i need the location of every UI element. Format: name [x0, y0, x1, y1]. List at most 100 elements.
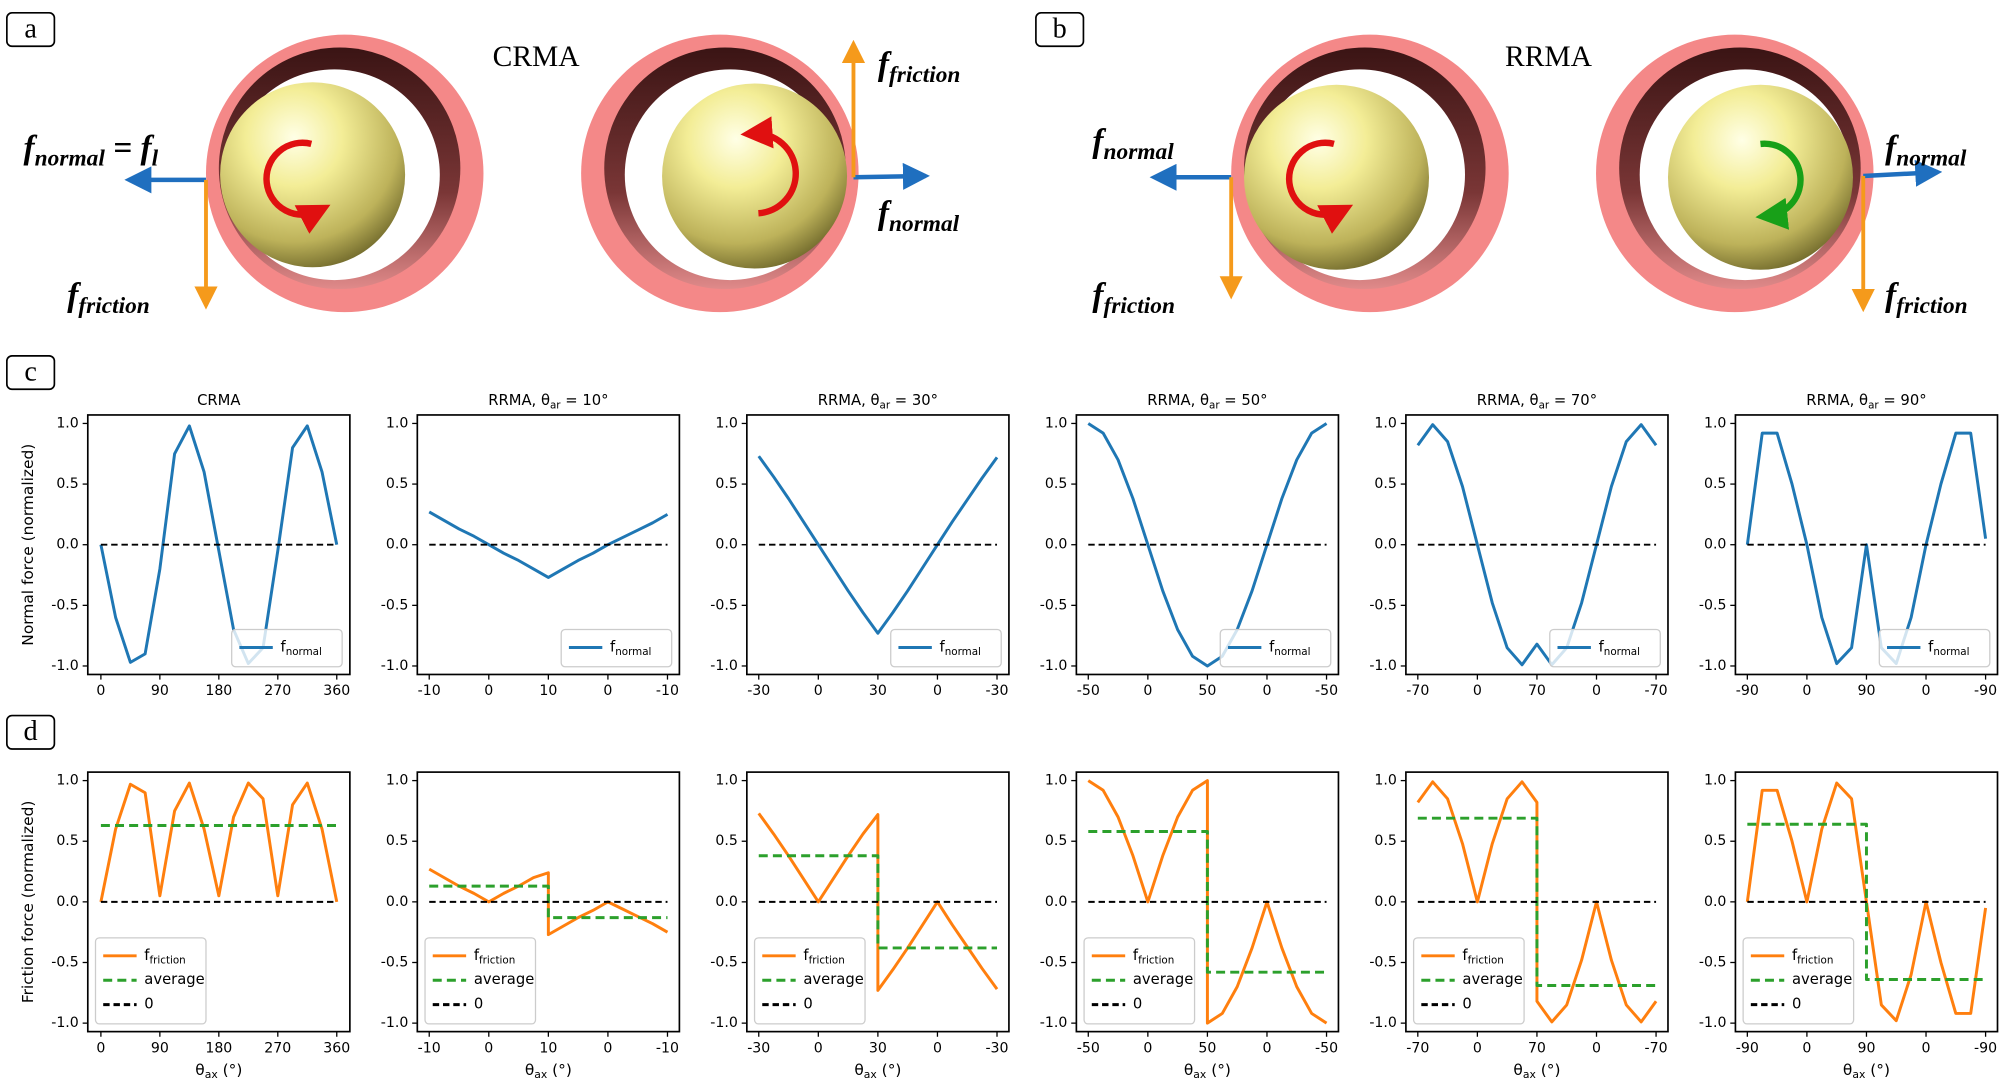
y-tick-label: 0.0	[1045, 894, 1067, 910]
x-tick-label: -90	[1974, 1040, 1997, 1056]
y-tick-label: 0.5	[1374, 476, 1396, 492]
x-axis-label-part: ax	[1852, 1068, 1866, 1081]
x-axis-label-part: θ	[1184, 1061, 1193, 1079]
y-tick-label: -0.5	[710, 954, 738, 970]
force-label-part: f	[878, 195, 892, 232]
diagram-title: RRMA	[1505, 41, 1593, 73]
force-label-part: normal	[1104, 139, 1175, 165]
ring-sphere	[205, 34, 484, 313]
x-axis-label: θax (°)	[1184, 1061, 1231, 1081]
legend-box	[94, 937, 207, 1025]
x-axis-label-part: θ	[854, 1061, 863, 1079]
legend-label-part: f	[610, 638, 616, 655]
legend-label: average	[1792, 971, 1852, 988]
x-tick-label: 0	[814, 683, 823, 699]
series-line	[99, 424, 339, 666]
x-tick-label: -30	[985, 683, 1008, 699]
legend-label: 0	[144, 996, 153, 1013]
x-tick-label: 50	[1198, 683, 1216, 699]
x-tick-label: -70	[1645, 1040, 1668, 1056]
x-tick-label: 90	[1857, 1040, 1875, 1056]
force-arrow	[1863, 159, 1943, 187]
force-label-part: normal	[1896, 146, 1967, 172]
chart-title: RRMA, θar = 50°	[1147, 392, 1267, 411]
y-axis-label: Friction force (normalized)	[19, 801, 37, 1004]
force-label-part: friction	[1104, 293, 1175, 319]
ring-sphere	[581, 34, 859, 313]
legend-label-part: normal	[1604, 646, 1640, 658]
legend-label-part: f	[803, 947, 809, 964]
x-tick-label: -70	[1645, 683, 1668, 699]
legend-label-part: friction	[1138, 954, 1174, 966]
series-line	[757, 455, 999, 635]
force-label-part: normal	[889, 211, 960, 237]
x-tick-label: 360	[323, 1040, 350, 1056]
y-tick-label: 1.0	[1045, 415, 1067, 431]
plot-frame	[1734, 771, 1999, 1033]
legend-box	[1878, 628, 1991, 668]
y-tick-label: -0.5	[1040, 954, 1068, 970]
series-line	[1416, 423, 1658, 667]
y-tick-label: 0.5	[1704, 833, 1726, 849]
legend-label: average	[803, 971, 863, 988]
legend-label-part: friction	[150, 954, 186, 966]
legend-box	[560, 628, 673, 668]
legend-label-part: f	[940, 638, 946, 655]
chart-title-part: CRMA	[197, 392, 240, 409]
legend-label: average	[1462, 971, 1522, 988]
legend-label-part: f	[474, 947, 480, 964]
x-axis-label-part: (°)	[218, 1061, 243, 1079]
legend-box	[231, 628, 343, 668]
force-arrow	[853, 162, 930, 190]
panel-label: d	[24, 716, 38, 747]
force-label-part: friction	[1896, 293, 1967, 319]
legend-box	[1549, 628, 1661, 668]
legend-box	[1083, 937, 1196, 1025]
x-axis-label-part: ax	[864, 1068, 878, 1081]
legend-label: fnormal	[1269, 638, 1310, 657]
y-tick-label: 0.5	[56, 833, 78, 849]
x-tick-label: 0	[1592, 1040, 1601, 1056]
legend-label-part: average	[803, 971, 863, 988]
x-tick-label: 30	[869, 683, 887, 699]
y-tick-label: 0.0	[1374, 894, 1396, 910]
x-tick-label: 30	[869, 1040, 887, 1056]
legend-label: 0	[803, 996, 812, 1013]
series-line	[1087, 422, 1328, 668]
x-tick-label: 10	[539, 1040, 557, 1056]
chart-title: CRMA	[197, 392, 240, 409]
legend-label-part: 0	[144, 996, 153, 1013]
x-axis-label-part: (°)	[547, 1061, 572, 1079]
legend-label-part: f	[280, 638, 286, 655]
panel-label-box	[1035, 12, 1085, 48]
legend-label: ffriction	[803, 947, 844, 966]
legend-label: fnormal	[280, 638, 321, 657]
y-tick-label: 0.0	[56, 894, 78, 910]
y-tick-label: 0.0	[386, 537, 408, 553]
y-tick-label: 1.0	[386, 415, 408, 431]
chart-title: RRMA, θar = 70°	[1477, 392, 1597, 411]
panel-label: c	[24, 356, 37, 387]
plot-frame	[416, 771, 681, 1033]
x-tick-label: 0	[484, 1040, 493, 1056]
legend-label-part: 0	[1133, 996, 1142, 1013]
chart-title-part: ar	[550, 399, 561, 411]
legend-label-part: average	[1133, 971, 1193, 988]
y-tick-label: -1.0	[710, 658, 738, 674]
chart-title-part: ar	[880, 399, 891, 411]
legend-label-part: normal	[1274, 646, 1310, 658]
plot-frame	[1734, 414, 1999, 676]
plot-frame	[416, 414, 681, 676]
plot-frame	[1405, 414, 1669, 676]
panel-label-box	[6, 355, 56, 391]
y-tick-label: -0.5	[1699, 954, 1727, 970]
legend-label: ffriction	[144, 947, 185, 966]
x-tick-label: 270	[264, 683, 291, 699]
x-tick-label: 0	[1262, 683, 1271, 699]
legend-label-part: friction	[809, 954, 845, 966]
series-line	[99, 781, 339, 903]
force-label-part: friction	[889, 62, 960, 88]
series-line	[758, 854, 998, 950]
y-tick-label: 0.5	[56, 476, 78, 492]
